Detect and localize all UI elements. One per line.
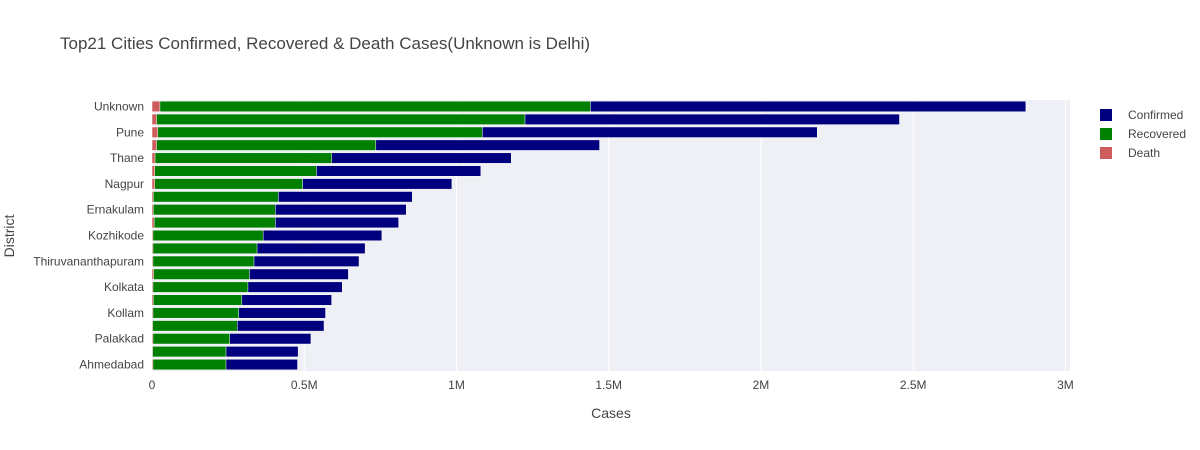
legend-label-recovered: Recovered xyxy=(1128,126,1187,141)
bar-recovered[interactable] xyxy=(151,307,240,319)
bar-recovered[interactable] xyxy=(151,346,227,358)
y-tick-label: Kozhikode xyxy=(88,229,144,243)
bar-death[interactable] xyxy=(151,294,154,306)
y-tick-label: Nagpur xyxy=(105,177,144,191)
chart-title: Top21 Cities Confirmed, Recovered & Deat… xyxy=(60,34,591,53)
bar-death[interactable] xyxy=(151,113,157,125)
bar-recovered[interactable] xyxy=(151,113,526,125)
bar-recovered[interactable] xyxy=(151,217,276,229)
y-tick-label: Ernakulam xyxy=(87,203,144,217)
bar-recovered[interactable] xyxy=(151,359,227,371)
bar-recovered[interactable] xyxy=(151,281,249,293)
bar-death[interactable] xyxy=(151,307,154,319)
legend-item-recovered[interactable]: Recovered xyxy=(1100,124,1186,143)
x-tick-labels: 0 0.5M 1M 1.5M 2M 2.5M 3M xyxy=(149,378,1074,392)
x-tick-label: 1.5M xyxy=(595,378,622,392)
bar-recovered[interactable] xyxy=(151,320,238,332)
y-axis-title: District xyxy=(1,215,17,258)
bar-recovered[interactable] xyxy=(151,191,279,203)
x-tick-label: 0 xyxy=(149,378,156,392)
bar-recovered[interactable] xyxy=(151,178,303,190)
bar-recovered[interactable] xyxy=(151,294,243,306)
bars xyxy=(151,100,1027,371)
legend-swatch-death xyxy=(1100,146,1112,159)
y-tick-label: Ahmedabad xyxy=(79,358,144,372)
y-tick-label: Thiruvananthapuram xyxy=(33,254,144,268)
bar-recovered[interactable] xyxy=(151,333,230,345)
bar-death[interactable] xyxy=(151,281,154,293)
bar-death[interactable] xyxy=(151,242,154,254)
y-tick-label: Unknown xyxy=(94,99,144,113)
bar-death[interactable] xyxy=(151,152,156,164)
bar-recovered[interactable] xyxy=(151,255,255,267)
x-tick-label: 0.5M xyxy=(291,378,318,392)
bar-death[interactable] xyxy=(151,346,153,358)
bar-recovered[interactable] xyxy=(151,152,332,164)
y-tick-label: Kolkata xyxy=(104,280,144,294)
bar-death[interactable] xyxy=(151,268,154,280)
bar-recovered[interactable] xyxy=(151,242,258,254)
bar-recovered[interactable] xyxy=(151,100,591,112)
bar-recovered[interactable] xyxy=(151,268,250,280)
x-tick-label: 2M xyxy=(753,378,770,392)
legend-label-confirmed: Confirmed xyxy=(1128,107,1184,122)
x-tick-label: 3M xyxy=(1057,378,1074,392)
bar-recovered[interactable] xyxy=(151,204,276,216)
bar-recovered[interactable] xyxy=(151,139,377,151)
bar-death[interactable] xyxy=(151,100,161,112)
legend-item-confirmed[interactable]: Confirmed xyxy=(1100,105,1186,124)
y-tick-label: Kollam xyxy=(107,306,144,320)
bar-death[interactable] xyxy=(151,320,153,332)
bar-death[interactable] xyxy=(151,126,159,138)
y-tick-labels: Unknown Pune Thane Nagpur Ernakulam Kozhikode… xyxy=(33,99,144,371)
legend-label-death: Death xyxy=(1128,145,1161,160)
x-tick-label: 1M xyxy=(448,378,465,392)
bar-recovered[interactable] xyxy=(151,229,264,242)
legend-swatch-recovered xyxy=(1100,127,1112,140)
legend-item-death[interactable]: Death xyxy=(1100,143,1186,162)
x-tick-label: 2.5M xyxy=(900,378,927,392)
bar-recovered[interactable] xyxy=(151,126,483,138)
y-tick-label: Pune xyxy=(116,125,144,139)
bar-death[interactable] xyxy=(151,178,155,190)
bar-death[interactable] xyxy=(151,359,154,371)
x-axis-title: Cases xyxy=(591,405,631,421)
y-tick-label: Palakkad xyxy=(95,332,144,346)
bar-death[interactable] xyxy=(151,229,154,242)
bar-death[interactable] xyxy=(151,165,155,177)
bar-death[interactable] xyxy=(151,204,154,216)
bar-death[interactable] xyxy=(151,191,154,203)
bar-death[interactable] xyxy=(151,139,157,151)
bar-death[interactable] xyxy=(151,333,154,345)
y-tick-label: Thane xyxy=(110,151,144,165)
bar-recovered[interactable] xyxy=(151,165,317,177)
legend: Confirmed Recovered Death xyxy=(1100,105,1186,162)
bar-death[interactable] xyxy=(151,255,154,267)
legend-swatch-confirmed xyxy=(1100,108,1112,121)
bar-death[interactable] xyxy=(151,217,155,229)
